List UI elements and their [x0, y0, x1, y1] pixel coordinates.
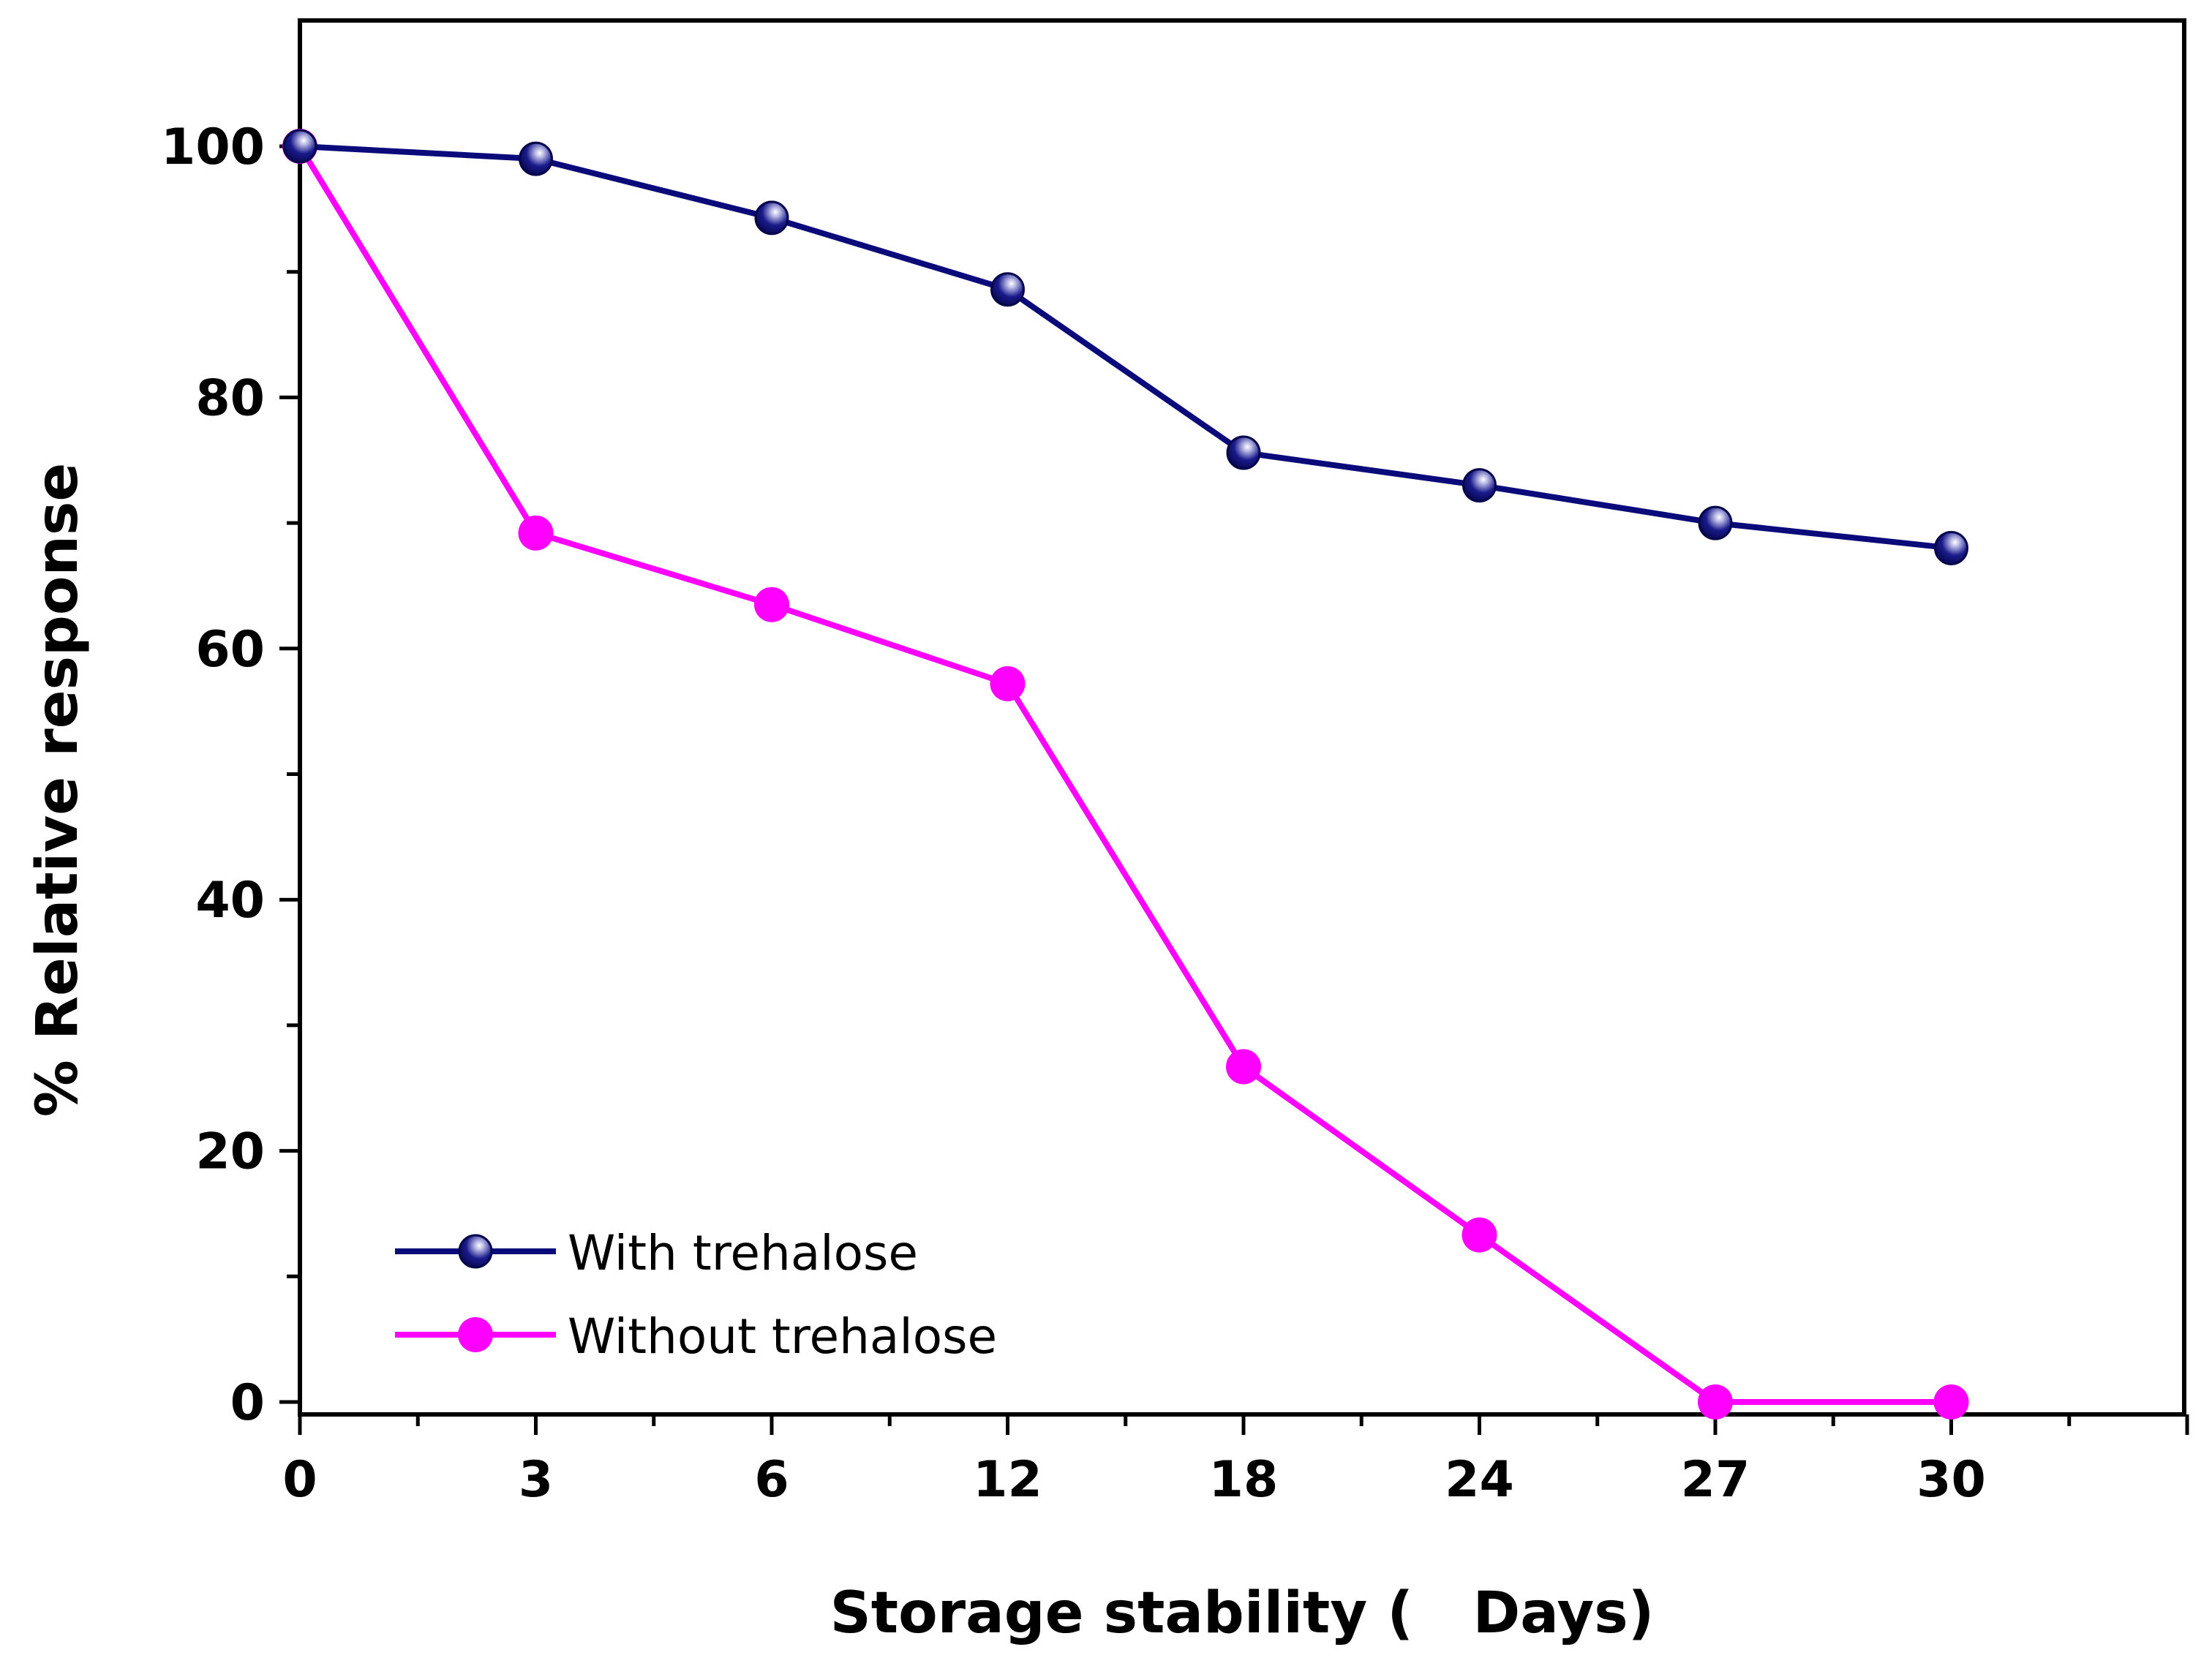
plot-frame: [298, 18, 2186, 1417]
x-tick-label: 18: [1209, 1451, 1279, 1509]
data-point-with-trehalose: [1226, 435, 1261, 470]
legend-marker-with-trehalose: [458, 1234, 493, 1269]
legend: With trehalose Without trehalose: [395, 1225, 997, 1365]
data-point-with-trehalose: [1462, 468, 1497, 503]
data-point-with-trehalose: [754, 200, 789, 235]
x-tick-label: 6: [754, 1451, 789, 1509]
legend-label-without-trehalose: Without trehalose: [568, 1308, 997, 1365]
x-tick-label: 3: [519, 1451, 553, 1509]
data-point-with-trehalose: [519, 141, 553, 176]
x-axis-title: Storage stability ( Days): [830, 1580, 1655, 1646]
data-point-with-trehalose: [990, 272, 1025, 307]
data-point-with-trehalose: [1934, 530, 1968, 565]
x-axis: 0 3 6 12 18 24 27 30: [282, 1414, 2189, 1509]
series-line-0: [299, 143, 1952, 551]
data-point-with-trehalose: [282, 129, 317, 164]
x-tick-label: 27: [1681, 1451, 1750, 1509]
data-point-without-trehalose: [754, 587, 789, 622]
y-tick-label: 20: [195, 1123, 265, 1181]
y-tick-label: 60: [195, 621, 265, 679]
data-point-with-trehalose: [1698, 505, 1733, 540]
data-point-without-trehalose: [1933, 1384, 1969, 1420]
x-tick-label: 0: [282, 1451, 317, 1509]
series-layer: [282, 129, 1969, 1420]
y-tick-label: 40: [195, 872, 265, 930]
data-point-without-trehalose: [1462, 1217, 1497, 1253]
y-tick-label: 80: [195, 369, 265, 427]
data-point-without-trehalose: [1226, 1049, 1261, 1085]
y-tick-label: 0: [230, 1374, 265, 1432]
y-tick-label: 100: [161, 118, 265, 176]
data-point-without-trehalose: [1698, 1384, 1733, 1420]
y-axis-title: % Relative response: [25, 463, 91, 1117]
data-point-without-trehalose: [990, 666, 1026, 701]
series-line-1: [297, 144, 1952, 1405]
legend-marker-without-trehalose: [458, 1317, 493, 1352]
x-tick-label: 24: [1445, 1451, 1514, 1509]
legend-label-with-trehalose: With trehalose: [568, 1225, 918, 1281]
data-point-without-trehalose: [518, 515, 554, 551]
y-axis: 0 20 40 60 80 100: [161, 118, 300, 1432]
x-tick-label: 12: [973, 1451, 1042, 1509]
x-tick-label: 30: [1916, 1451, 1986, 1509]
